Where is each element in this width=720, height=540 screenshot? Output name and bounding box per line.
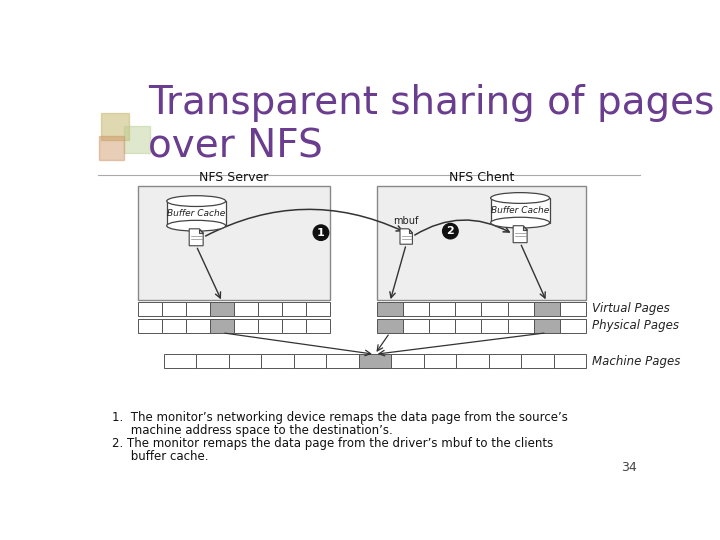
Text: Transparent sharing of pages: Transparent sharing of pages [148, 84, 714, 122]
Bar [138, 186, 330, 300]
Bar [234, 302, 258, 316]
Bar [508, 319, 534, 333]
Bar [258, 302, 282, 316]
Bar [377, 319, 403, 333]
Bar [560, 302, 586, 316]
Bar [282, 302, 306, 316]
Bar [261, 354, 294, 368]
Bar [403, 302, 429, 316]
Bar [456, 354, 489, 368]
Bar [521, 354, 554, 368]
Text: mbuf: mbuf [394, 215, 419, 226]
Text: Physical Pages: Physical Pages [593, 319, 679, 332]
Polygon shape [408, 229, 413, 233]
Bar [429, 319, 455, 333]
Bar [124, 126, 150, 153]
Text: Virtual Pages: Virtual Pages [593, 302, 670, 315]
Bar [482, 319, 508, 333]
Polygon shape [400, 229, 413, 244]
Bar [455, 319, 482, 333]
Bar [138, 302, 162, 316]
Text: NFS Chent: NFS Chent [449, 171, 514, 184]
Bar [455, 302, 482, 316]
Bar [423, 354, 456, 368]
Bar [163, 354, 196, 368]
Bar [196, 354, 229, 368]
Bar [534, 319, 560, 333]
Bar [186, 302, 210, 316]
Bar [99, 136, 124, 160]
Text: buffer cache.: buffer cache. [112, 450, 208, 463]
Bar [306, 302, 330, 316]
Text: 34: 34 [621, 462, 636, 475]
Bar [391, 354, 423, 368]
Bar [508, 302, 534, 316]
Bar [162, 302, 186, 316]
Text: NFS Server: NFS Server [199, 171, 269, 184]
Bar [377, 186, 586, 300]
Text: 1: 1 [317, 228, 325, 238]
Text: 2. The monitor remaps the data page from the driver’s mbuf to the clients: 2. The monitor remaps the data page from… [112, 437, 553, 450]
Bar [210, 319, 234, 333]
Bar [138, 319, 162, 333]
Bar [554, 354, 586, 368]
Bar [560, 319, 586, 333]
Bar [534, 302, 560, 316]
Bar [210, 302, 234, 316]
Bar [258, 319, 282, 333]
Ellipse shape [167, 195, 225, 206]
Bar [234, 319, 258, 333]
Circle shape [313, 225, 329, 240]
Text: 2: 2 [446, 226, 454, 236]
Bar [294, 354, 326, 368]
Text: 1.  The monitor’s networking device remaps the data page from the source’s: 1. The monitor’s networking device remap… [112, 411, 567, 424]
Text: Buffer Cache: Buffer Cache [491, 206, 549, 215]
Bar [101, 112, 129, 140]
Bar [162, 319, 186, 333]
Bar [167, 201, 225, 226]
Bar [229, 354, 261, 368]
Text: Buffer Cache: Buffer Cache [167, 209, 225, 218]
Bar [482, 302, 508, 316]
Bar [326, 354, 359, 368]
Text: Machine Pages: Machine Pages [593, 355, 680, 368]
Bar [186, 319, 210, 333]
Bar [377, 302, 403, 316]
Text: over NFS: over NFS [148, 128, 323, 166]
Ellipse shape [490, 193, 549, 204]
Bar [429, 302, 455, 316]
Bar [306, 319, 330, 333]
Ellipse shape [167, 220, 225, 231]
Polygon shape [523, 226, 527, 230]
Bar [359, 354, 391, 368]
Bar [282, 319, 306, 333]
Ellipse shape [490, 217, 549, 228]
Polygon shape [199, 229, 203, 233]
Bar [489, 354, 521, 368]
Bar [490, 198, 549, 222]
Text: machine address space to the destination’s.: machine address space to the destination… [112, 423, 392, 437]
Bar [403, 319, 429, 333]
Polygon shape [513, 226, 527, 242]
Circle shape [443, 224, 458, 239]
Polygon shape [189, 229, 203, 246]
